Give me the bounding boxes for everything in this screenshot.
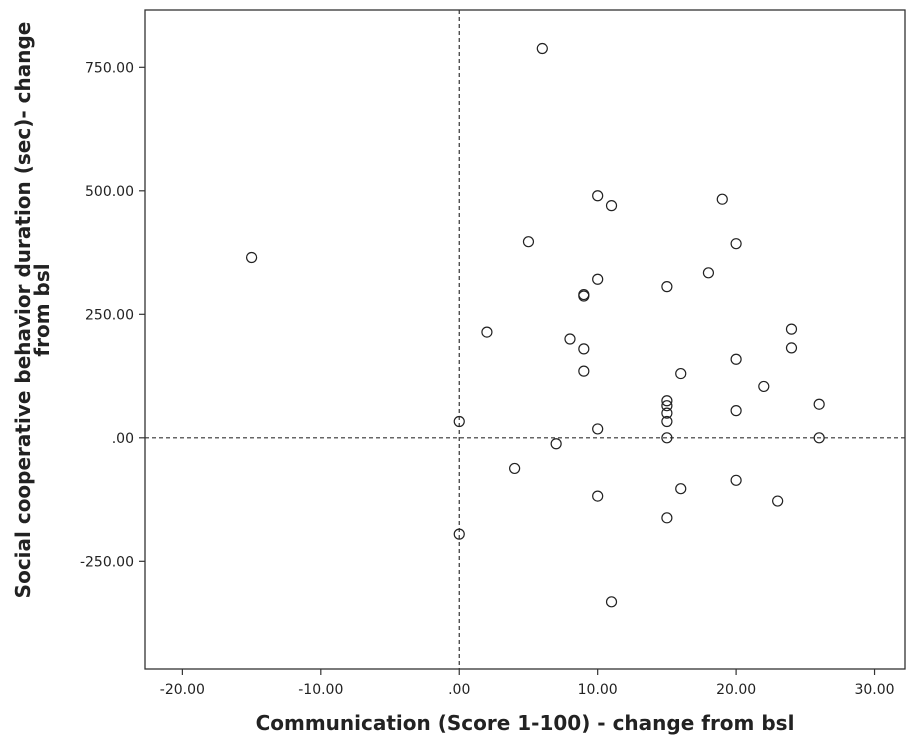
data-point (675, 367, 687, 380)
data-point (592, 273, 604, 285)
x-tick-label: 30.00 (854, 682, 894, 698)
x-tick-label: .00 (448, 682, 470, 698)
data-point (785, 342, 798, 354)
data-point (785, 323, 798, 335)
data-point (772, 495, 784, 507)
data-point (813, 432, 825, 444)
data-point (453, 528, 465, 540)
data-point (661, 395, 673, 407)
data-point (661, 407, 673, 419)
data-point (730, 353, 742, 365)
plot-area-frame (144, 9, 906, 670)
y-axis-title-line-1: Social cooperative behavior duration (se… (11, 22, 35, 599)
data-point (578, 288, 590, 301)
data-point (661, 281, 673, 293)
data-point (481, 326, 493, 338)
data-point (509, 462, 521, 475)
data-point (661, 512, 673, 524)
data-point (661, 432, 673, 444)
x-axis-title: Communication (Score 1-100) - change fro… (256, 711, 795, 735)
y-tick-label: 750.00 (85, 60, 134, 76)
data-point (675, 483, 687, 495)
x-tick-label: -20.00 (160, 682, 205, 698)
data-point (550, 438, 562, 450)
data-point (592, 423, 604, 435)
data-point (730, 238, 742, 250)
x-tick-label: 10.00 (578, 682, 618, 698)
y-tick-label: 250.00 (85, 307, 134, 323)
data-point (592, 190, 604, 202)
data-point (536, 42, 548, 55)
data-point (592, 490, 604, 502)
data-point (522, 236, 535, 248)
data-point (716, 193, 728, 205)
data-point (564, 333, 576, 345)
data-point (661, 400, 673, 412)
y-tick-label: .00 (112, 431, 134, 447)
y-axis-title-line-2: from bsl (30, 263, 54, 356)
data-point (661, 415, 673, 428)
y-tick-label: -250.00 (80, 554, 134, 570)
x-tick-label: -10.00 (298, 682, 343, 698)
data-point (702, 267, 715, 279)
data-point (605, 200, 618, 212)
data-point (730, 405, 742, 417)
y-tick-label: 500.00 (85, 184, 134, 200)
data-point (245, 251, 258, 264)
data-point (578, 343, 590, 355)
data-point (730, 474, 742, 486)
data-point (605, 596, 618, 608)
data-point (758, 380, 770, 393)
data-point (813, 398, 825, 410)
x-tick-label: 20.00 (716, 682, 756, 698)
data-point (453, 415, 465, 428)
data-point (578, 365, 590, 377)
